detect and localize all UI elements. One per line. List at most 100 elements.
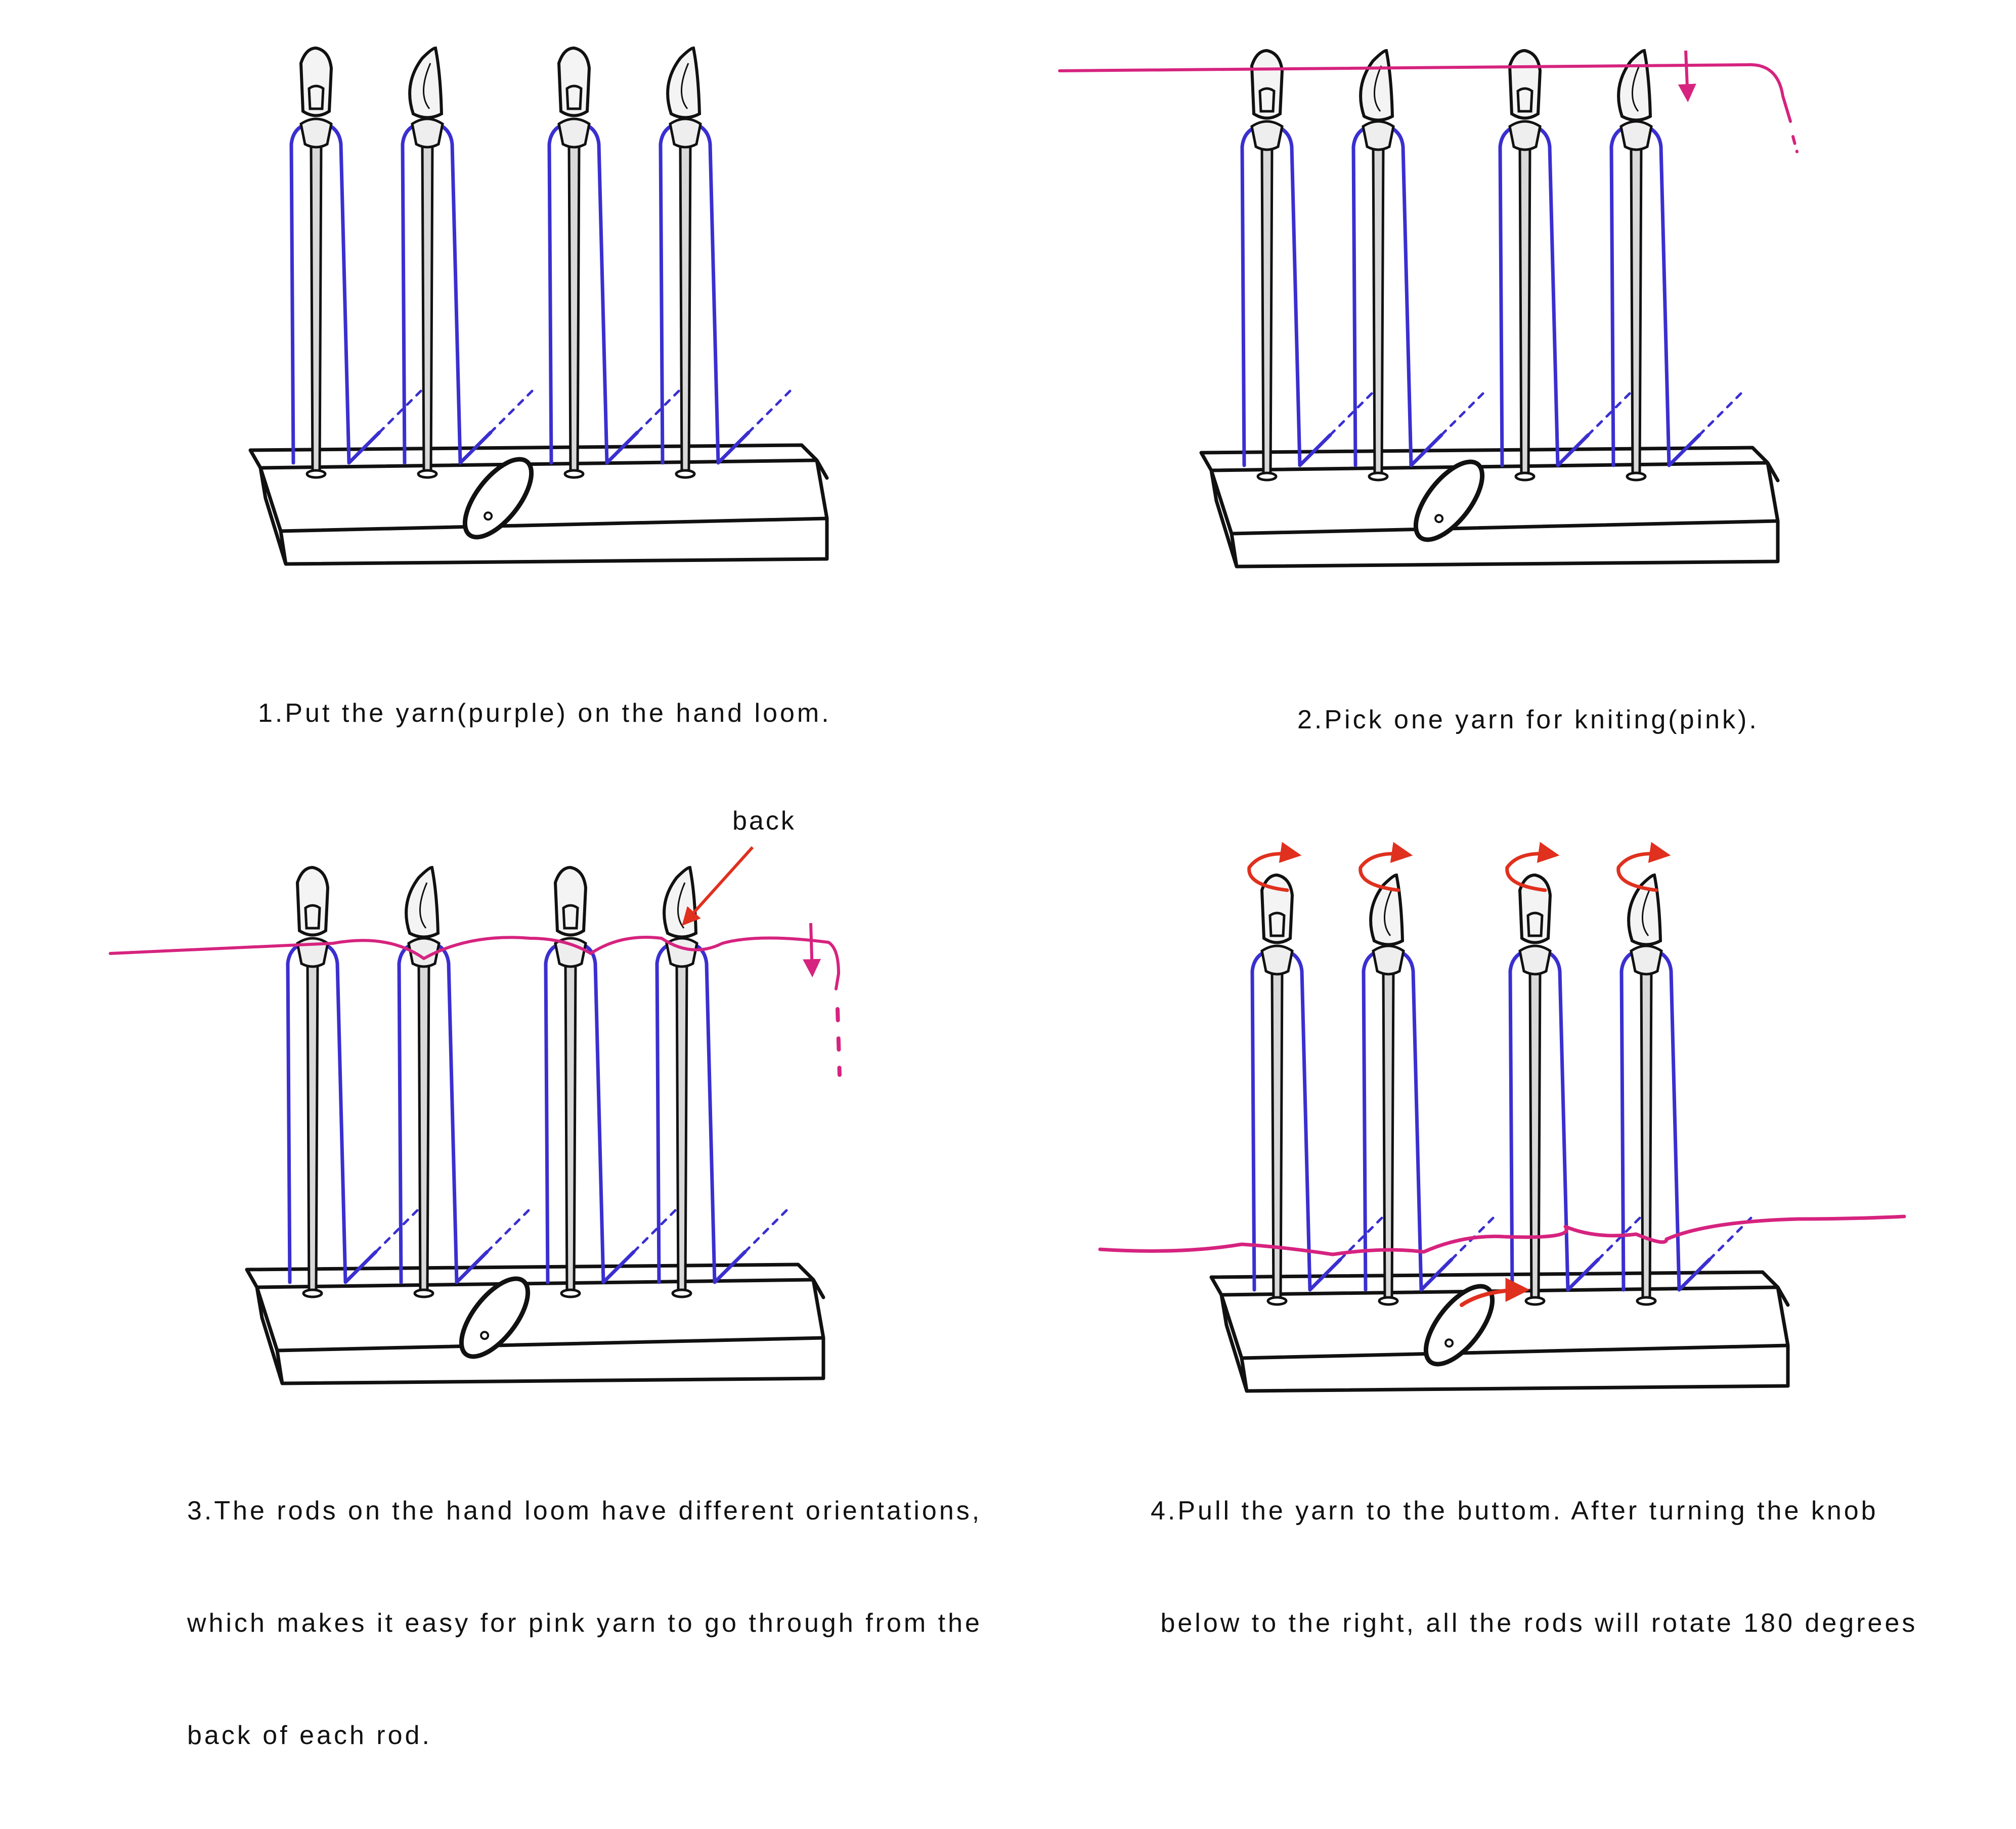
pink-down-arrow xyxy=(803,923,821,978)
rod-hole xyxy=(675,469,696,479)
rod-head xyxy=(408,46,444,119)
rod-head-slot xyxy=(1258,87,1276,113)
loom-rod xyxy=(1270,970,1284,1301)
purple-yarn-loop xyxy=(401,120,493,465)
back-annotation-label: back xyxy=(732,806,796,836)
rod-head-slot xyxy=(562,904,579,930)
purple-yarn-loop xyxy=(1498,122,1590,467)
purple-yarn-loop xyxy=(289,120,381,465)
purple-yarn-back xyxy=(1698,388,1746,437)
purple-yarn-back xyxy=(747,385,796,434)
loom-rod xyxy=(1528,970,1542,1301)
step-4-caption-line-2: below to the right, all the rods will ro… xyxy=(1151,1608,1918,1638)
rod-collar xyxy=(411,117,444,149)
rod-head xyxy=(1617,49,1652,122)
rod-head-facet xyxy=(677,882,686,929)
purple-yarn-loop xyxy=(286,939,378,1284)
step-3-caption: 3.The rods on the hand loom have differe… xyxy=(187,1417,982,1829)
rod-head-facet xyxy=(681,63,689,109)
rod-hole xyxy=(671,1288,692,1298)
rod-head xyxy=(1359,49,1394,122)
pink-yarn xyxy=(1058,63,1792,123)
rod-hole xyxy=(305,469,327,479)
step-3-illustration: back xyxy=(109,806,842,1385)
rod-head-facet xyxy=(1384,890,1392,936)
loom-rod xyxy=(1630,145,1643,477)
step-1-caption: 1.Put the yarn(purple) on the hand loom. xyxy=(258,620,831,807)
rod-collar xyxy=(1508,120,1542,151)
step-1-illustration xyxy=(248,46,829,566)
rod-head-slot xyxy=(1526,911,1544,937)
turning-knob xyxy=(1413,459,1485,542)
loom-base xyxy=(1209,1270,1790,1393)
step-2-caption: 2.Pick one yarn for kniting(pink). xyxy=(1297,626,1759,813)
step-1-caption-line-1: 1.Put the yarn(purple) on the hand loom. xyxy=(258,699,831,728)
loom-base xyxy=(245,1262,825,1385)
step-4-illustration xyxy=(1098,842,1906,1393)
turning-knob xyxy=(462,457,534,540)
rod-head xyxy=(295,865,330,937)
loom-rod xyxy=(310,143,323,474)
loom-rod xyxy=(421,143,434,474)
step-4-caption: 4.Pull the yarn to the buttom. After tur… xyxy=(1151,1417,1917,1717)
rod-collar xyxy=(1619,120,1653,151)
purple-yarn-loop xyxy=(1609,122,1701,467)
rod-hole xyxy=(1368,471,1389,482)
purple-yarn-back xyxy=(378,385,426,434)
rod-head-facet xyxy=(1632,65,1640,112)
rod-collar xyxy=(669,117,702,149)
purple-yarn-back xyxy=(1329,388,1377,437)
pink-yarn-woven xyxy=(109,936,840,990)
purple-yarn-back xyxy=(636,385,684,434)
pink-yarn-pulled-down xyxy=(1098,1214,1906,1256)
rod-head-facet xyxy=(1642,890,1650,936)
rod-collar xyxy=(557,117,591,149)
purple-yarn-loop xyxy=(547,120,639,465)
rod-head xyxy=(557,46,591,117)
purple-yarn-back xyxy=(374,1205,423,1253)
purple-yarn-loop xyxy=(397,939,489,1284)
pink-yarn-dashed xyxy=(1791,135,1799,153)
purple-yarn-back xyxy=(486,1205,534,1253)
step-2-illustration xyxy=(1058,49,1799,569)
loom-rod xyxy=(679,143,692,474)
rod-collar xyxy=(1372,944,1405,976)
rod-head-slot xyxy=(304,904,321,930)
rod-collar xyxy=(554,937,587,968)
pink-down-arrow xyxy=(1678,50,1696,103)
knob-turn-arrow xyxy=(1460,1278,1530,1307)
diagram-canvas: back 1.Put the yarn(purple) on the hand … xyxy=(109,46,1915,1750)
purple-yarn-loop xyxy=(655,939,747,1284)
rod-collar xyxy=(1630,944,1663,976)
purple-yarn-loop xyxy=(1240,122,1332,467)
purple-yarn-back xyxy=(489,385,538,434)
loom-rod xyxy=(1260,145,1274,477)
rod-hole xyxy=(1626,471,1647,482)
purple-yarn-back xyxy=(1440,388,1488,437)
purple-yarn-back xyxy=(1587,388,1635,437)
pink-yarn-dashed xyxy=(836,1007,842,1077)
loom-rod xyxy=(1518,145,1531,477)
rod-head xyxy=(666,46,702,119)
rod-collar xyxy=(1362,120,1395,151)
loom-rod xyxy=(1640,970,1653,1301)
loom-rod xyxy=(675,962,688,1294)
turning-knob xyxy=(1423,1284,1495,1367)
rod-head xyxy=(405,865,440,939)
purple-yarn-back xyxy=(743,1205,792,1253)
rod-collar xyxy=(1518,944,1552,976)
loom-rod xyxy=(564,962,577,1294)
loom-rod xyxy=(567,143,581,474)
purple-yarn-loop xyxy=(659,120,751,465)
rod-head xyxy=(1250,49,1284,120)
loom-rod xyxy=(306,962,319,1294)
rod-hole xyxy=(302,1288,323,1298)
rod-hole xyxy=(1636,1296,1657,1306)
rod-head-slot xyxy=(565,84,583,110)
loom-illustrations: back xyxy=(109,46,1906,1393)
rotation-arrow xyxy=(1505,842,1560,892)
step-2-caption-line-1: 2.Pick one yarn for kniting(pink). xyxy=(1297,705,1759,734)
rod-head xyxy=(663,865,698,939)
rod-collar xyxy=(299,117,333,149)
rod-head xyxy=(553,865,588,937)
